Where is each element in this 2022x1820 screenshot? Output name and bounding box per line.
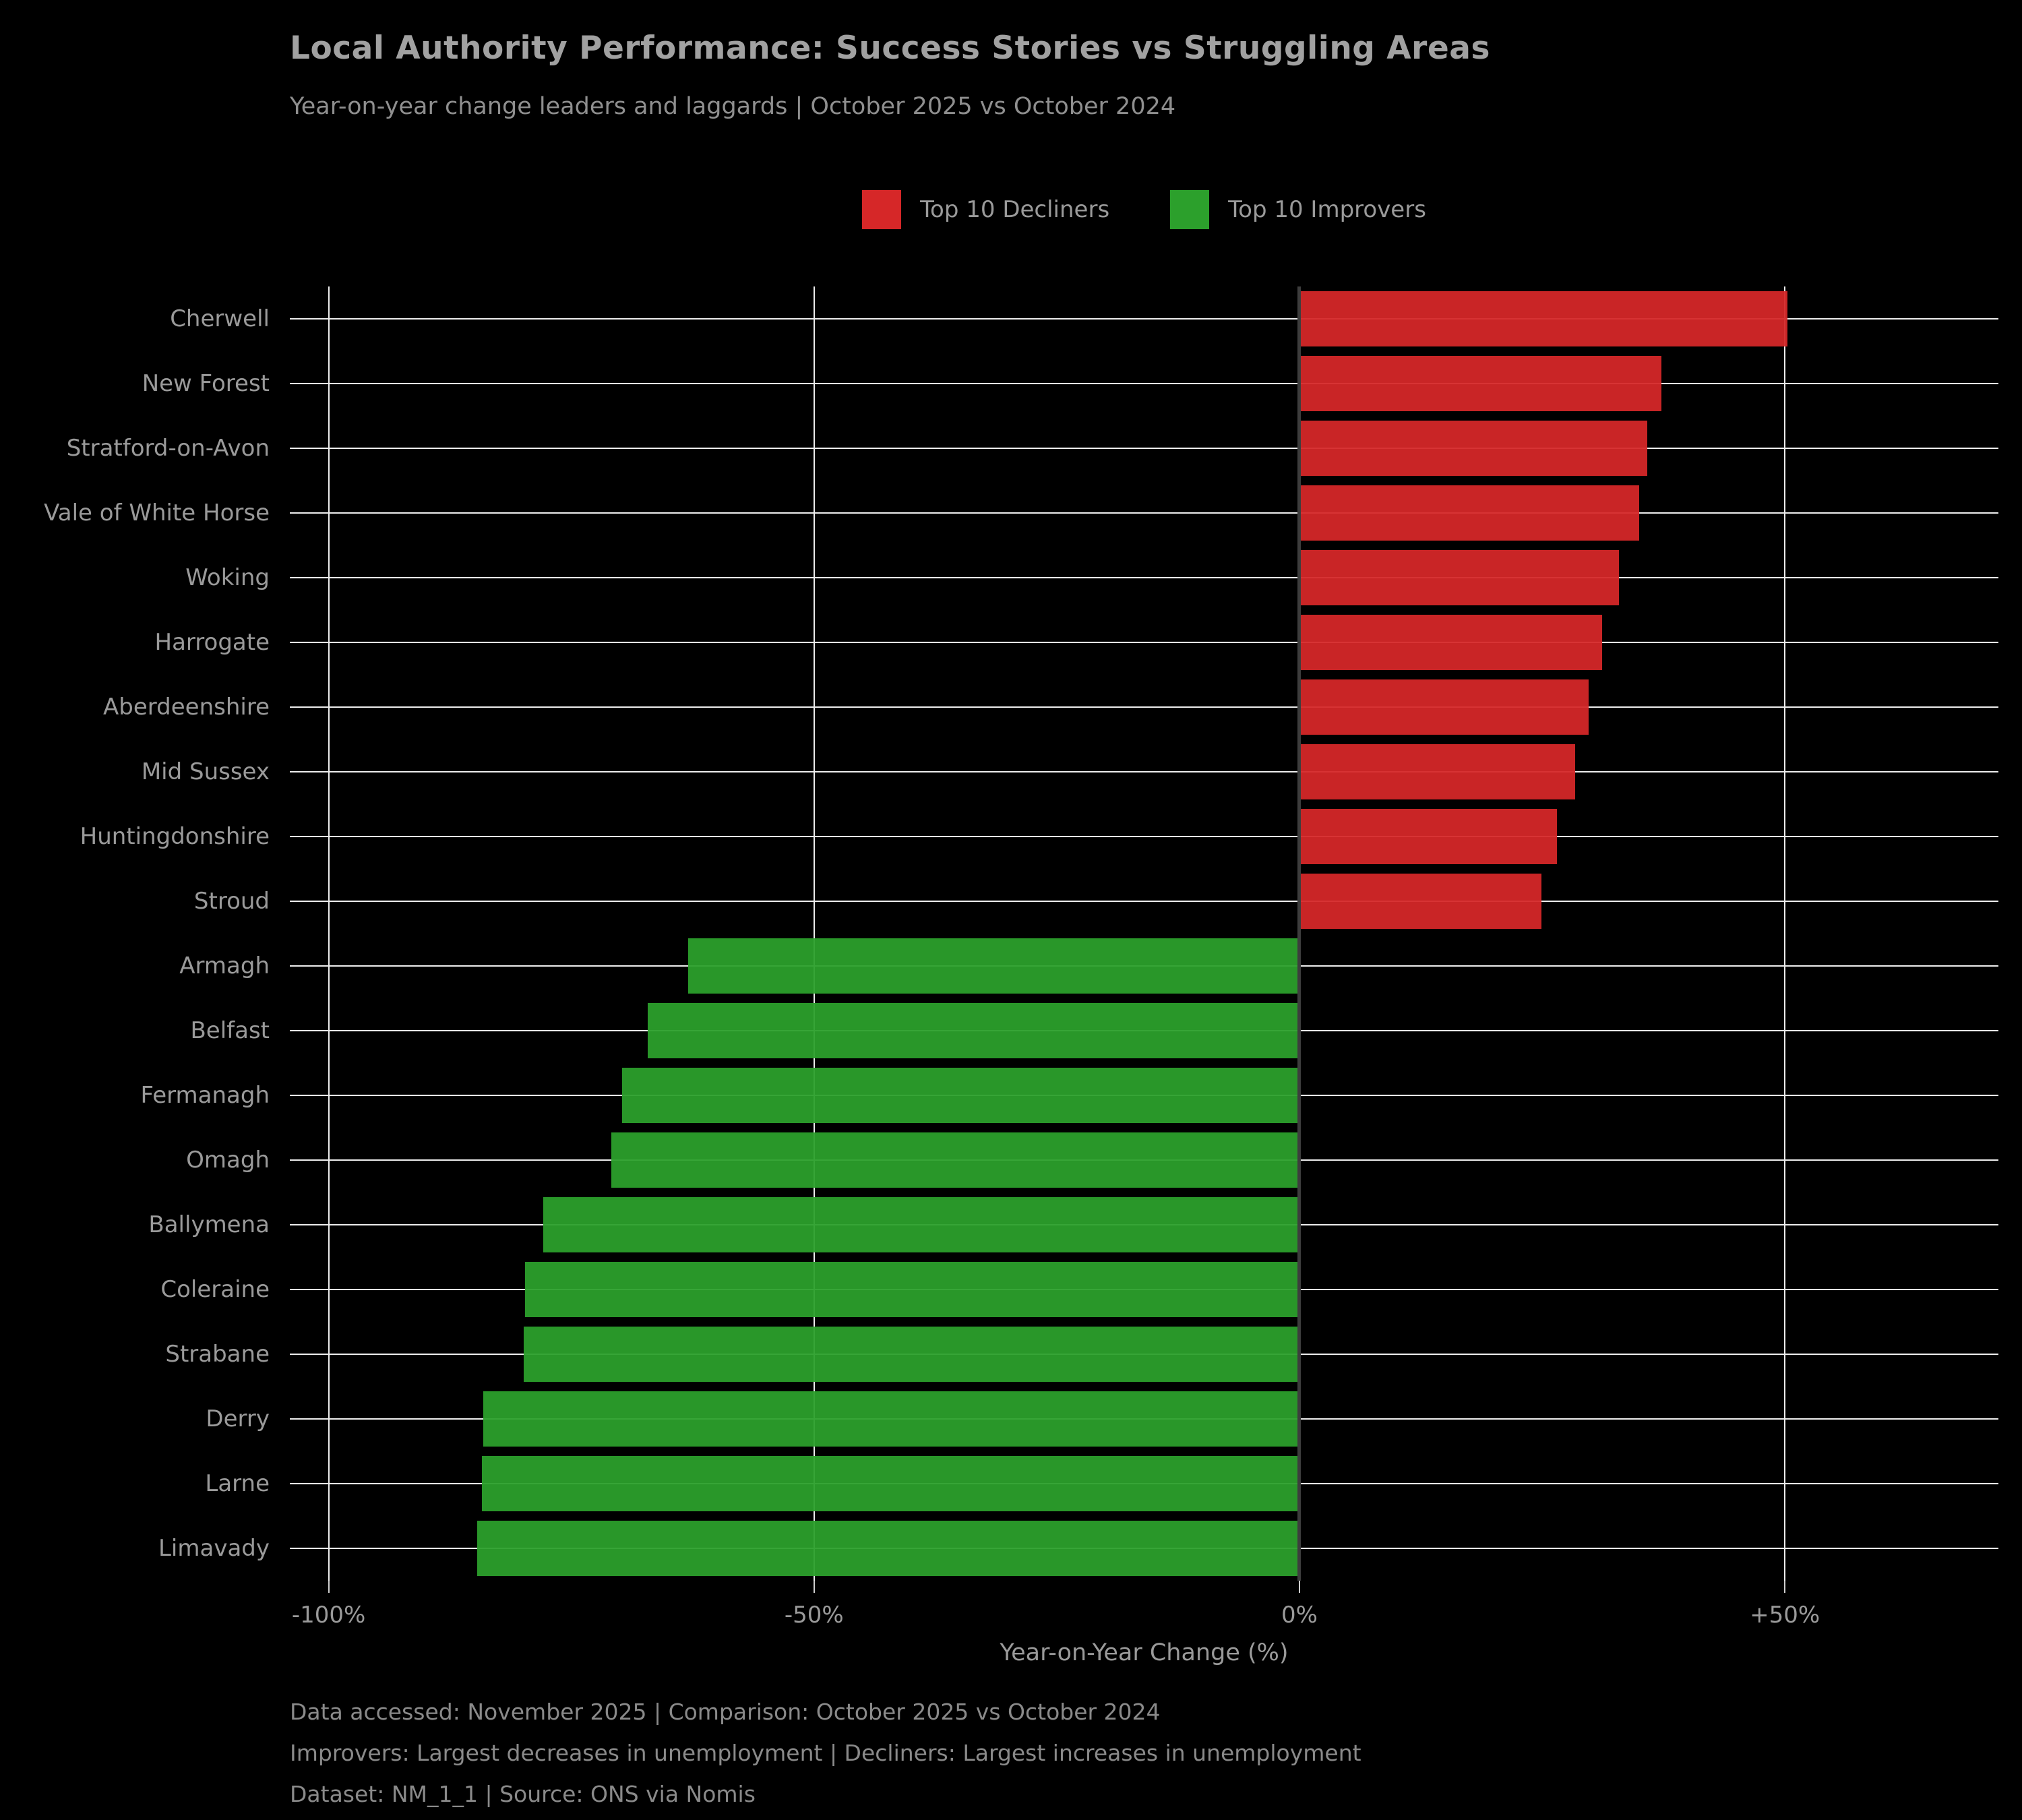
legend-item-improvers: Top 10 Improvers xyxy=(1170,190,1426,229)
legend-label-improvers: Top 10 Improvers xyxy=(1228,196,1426,223)
bar-stroud xyxy=(1299,874,1541,929)
bar-belfast xyxy=(648,1003,1299,1058)
vertical-gridline--50 xyxy=(813,286,815,1581)
y-axis-label-stroud: Stroud xyxy=(193,888,270,915)
y-axis-label-ballymena: Ballymena xyxy=(148,1211,270,1238)
x-tick-label--50: -50% xyxy=(784,1602,844,1629)
horizontal-gridline xyxy=(290,512,1998,514)
y-axis-label-strabane: Strabane xyxy=(165,1341,270,1368)
y-axis-label-cherwell: Cherwell xyxy=(170,305,270,332)
horizontal-gridline xyxy=(290,577,1998,578)
y-axis-label-vale-of-white-horse: Vale of White Horse xyxy=(44,499,270,526)
y-axis-label-armagh: Armagh xyxy=(179,952,270,979)
y-axis-label-mid-sussex: Mid Sussex xyxy=(141,758,270,785)
bar-larne xyxy=(482,1456,1299,1511)
vertical-gridline-50 xyxy=(1784,286,1786,1581)
horizontal-gridline xyxy=(290,318,1998,320)
footer-note-1: Data accessed: November 2025 | Compariso… xyxy=(290,1699,1161,1725)
bar-aberdeenshire xyxy=(1299,679,1589,735)
vertical-gridline--100 xyxy=(328,286,330,1581)
x-tick-mark xyxy=(328,1581,330,1593)
legend: Top 10 Decliners Top 10 Improvers xyxy=(290,190,1998,229)
bar-huntingdonshire xyxy=(1299,809,1557,864)
bar-woking xyxy=(1299,550,1619,605)
x-tick-label-0: 0% xyxy=(1281,1602,1318,1629)
x-axis-title: Year-on-Year Change (%) xyxy=(1000,1639,1289,1666)
y-axis-label-fermanagh: Fermanagh xyxy=(140,1082,270,1109)
bar-new-forest xyxy=(1299,356,1662,411)
plot-area xyxy=(290,286,1998,1581)
y-axis-label-omagh: Omagh xyxy=(186,1147,270,1174)
x-tick-label--100: -100% xyxy=(291,1602,366,1629)
x-tick-mark xyxy=(813,1581,815,1593)
footer-note-3: Dataset: NM_1_1 | Source: ONS via Nomis xyxy=(290,1781,756,1807)
horizontal-gridline xyxy=(290,383,1998,384)
horizontal-gridline xyxy=(290,771,1998,772)
y-axis-label-limavady: Limavady xyxy=(158,1535,270,1562)
y-axis-label-aberdeenshire: Aberdeenshire xyxy=(103,694,270,721)
legend-item-decliners: Top 10 Decliners xyxy=(862,190,1109,229)
bar-ballymena xyxy=(543,1197,1299,1252)
footer-note-2: Improvers: Largest decreases in unemploy… xyxy=(290,1740,1361,1766)
x-tick-mark xyxy=(1298,1581,1300,1593)
bar-stratford-on-avon xyxy=(1299,421,1647,476)
chart-subtitle: Year-on-year change leaders and laggards… xyxy=(290,93,1176,120)
y-axis-label-huntingdonshire: Huntingdonshire xyxy=(80,823,270,850)
chart-title: Local Authority Performance: Success Sto… xyxy=(290,30,1490,67)
bar-coleraine xyxy=(524,1262,1299,1317)
bar-armagh xyxy=(687,938,1299,994)
bar-fermanagh xyxy=(621,1068,1299,1123)
bar-mid-sussex xyxy=(1299,744,1575,799)
horizontal-gridline xyxy=(290,836,1998,837)
x-tick-mark xyxy=(1784,1581,1786,1593)
bar-limavady xyxy=(477,1521,1299,1576)
x-tick-label-50: +50% xyxy=(1750,1602,1820,1629)
y-axis-label-belfast: Belfast xyxy=(190,1017,270,1044)
improvers-swatch-icon xyxy=(1170,190,1210,229)
y-axis-label-woking: Woking xyxy=(185,564,270,591)
horizontal-gridline xyxy=(290,706,1998,708)
y-axis-label-derry: Derry xyxy=(206,1405,270,1432)
bar-omagh xyxy=(611,1132,1299,1188)
horizontal-gridline xyxy=(290,448,1998,449)
legend-label-decliners: Top 10 Decliners xyxy=(920,196,1110,223)
horizontal-gridline xyxy=(290,901,1998,902)
y-axis-label-larne: Larne xyxy=(205,1470,270,1497)
y-axis-label-new-forest: New Forest xyxy=(142,370,270,397)
decliners-swatch-icon xyxy=(862,190,902,229)
bar-harrogate xyxy=(1299,615,1603,670)
bar-cherwell xyxy=(1299,291,1788,346)
bar-strabane xyxy=(524,1327,1299,1382)
zero-axis-line xyxy=(1297,286,1301,1581)
y-axis-label-stratford-on-avon: Stratford-on-Avon xyxy=(66,435,270,462)
bar-vale-of-white-horse xyxy=(1299,485,1640,541)
horizontal-gridline xyxy=(290,642,1998,643)
y-axis-label-coleraine: Coleraine xyxy=(160,1276,270,1303)
y-axis-label-harrogate: Harrogate xyxy=(154,629,270,656)
bar-derry xyxy=(483,1391,1299,1447)
